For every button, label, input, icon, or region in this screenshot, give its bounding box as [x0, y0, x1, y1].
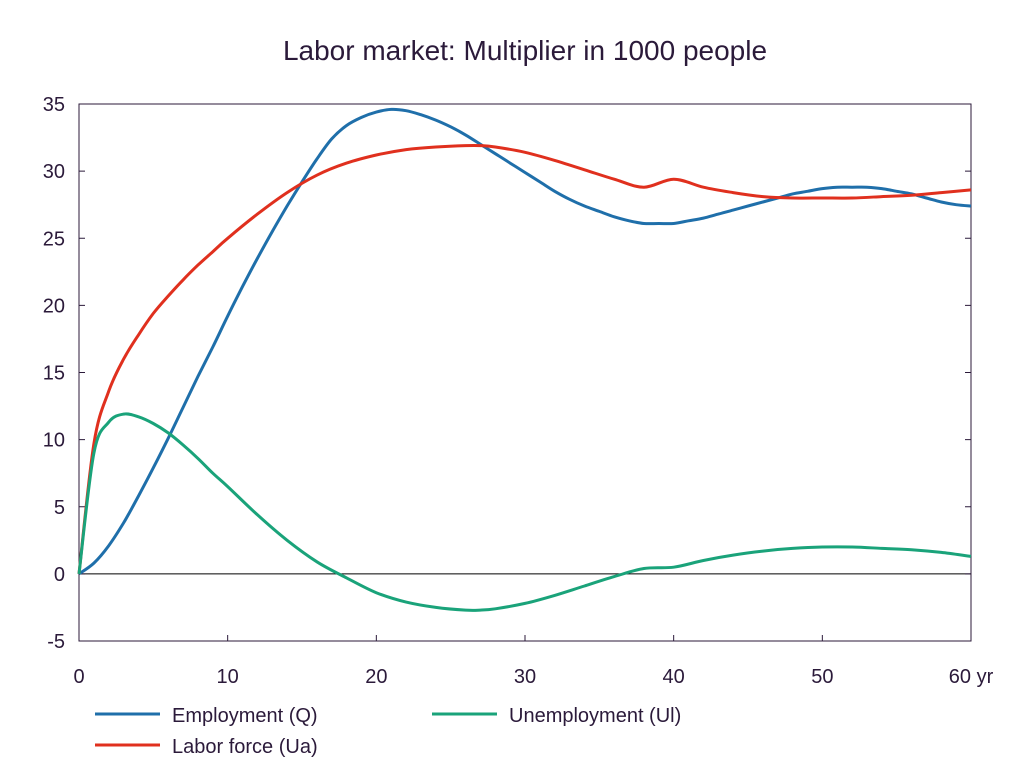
y-tick-label: 35	[43, 94, 65, 116]
series-group	[77, 107, 972, 612]
x-tick-label: 10	[217, 666, 239, 688]
y-tick-label: 25	[43, 228, 65, 250]
x-tick-label: 50	[811, 666, 833, 688]
y-axis: -5 0 5 10 15 20 25 30 35	[43, 94, 971, 653]
legend: Employment (Q) Unemployment (Ul) Labor f…	[95, 705, 681, 758]
y-tick-label: 15	[43, 363, 65, 385]
plot-frame	[78, 103, 972, 642]
series-line-unemployment-ul	[77, 412, 972, 612]
legend-label-employment: Employment (Q)	[172, 705, 318, 727]
y-tick-label: 0	[54, 564, 65, 586]
y-tick-label: 10	[43, 430, 65, 452]
chart-title: Labor market: Multiplier in 1000 people	[283, 35, 767, 66]
x-tick-label: 0	[73, 666, 84, 688]
x-tick-label: 40	[663, 666, 685, 688]
y-tick-label: 30	[43, 161, 65, 183]
series-line-labor-force-ua	[77, 143, 972, 575]
x-axis: 0 10 20 30 40 50 60 yr	[73, 635, 994, 688]
y-tick-label: 5	[54, 497, 65, 519]
x-tick-label: 30	[514, 666, 536, 688]
x-tick-label: 60 yr	[949, 666, 994, 688]
y-tick-label: -5	[47, 631, 65, 653]
legend-label-labor-force: Labor force (Ua)	[172, 736, 318, 758]
series-line-employment-q	[78, 107, 972, 576]
x-tick-label: 20	[365, 666, 387, 688]
plot-border	[78, 103, 972, 642]
y-tick-label: 20	[43, 295, 65, 317]
legend-label-unemployment: Unemployment (Ul)	[509, 705, 681, 727]
